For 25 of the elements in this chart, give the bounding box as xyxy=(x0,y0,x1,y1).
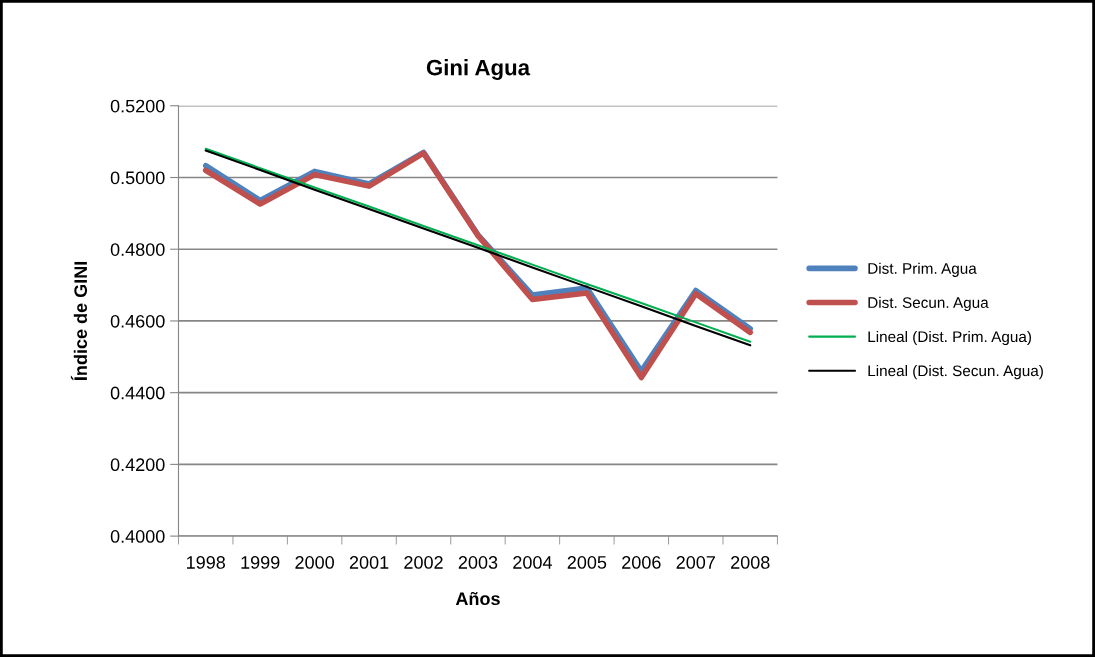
x-axis-title: Años xyxy=(455,591,500,606)
x-tick-label: 2001 xyxy=(349,556,389,569)
y-tick-label: 0.5200 xyxy=(110,99,165,113)
y-tick-label: 0.4800 xyxy=(110,243,165,256)
y-tick-label: 0.4400 xyxy=(110,386,165,400)
y-tick-label: 0.4000 xyxy=(110,530,165,543)
y-tick-label: 0.4200 xyxy=(110,458,165,472)
chart-title: Gini Agua xyxy=(426,59,531,80)
x-tick-label: 2008 xyxy=(731,556,770,569)
legend-label: Lineal (Dist. Prim. Agua) xyxy=(868,330,1031,346)
x-tick-label: 2005 xyxy=(567,556,607,569)
x-tick-label: 2004 xyxy=(513,556,552,569)
legend-label: Dist. Prim. Agua xyxy=(868,262,977,277)
y-axis-title: Índice de GINI xyxy=(70,261,88,381)
x-tick-label: 2006 xyxy=(622,556,661,569)
legend-label: Lineal (Dist. Secun. Agua) xyxy=(868,364,1043,380)
x-tick-label: 2007 xyxy=(676,556,715,569)
x-tick-label: 1999 xyxy=(241,556,280,569)
y-tick-label: 0.5000 xyxy=(110,171,165,185)
x-tick-label: 2003 xyxy=(458,556,498,569)
x-tick-label: 1998 xyxy=(187,556,226,569)
x-tick-label: 2002 xyxy=(404,556,443,569)
legend-label: Dist. Secun. Agua xyxy=(868,296,989,312)
y-tick-label: 0.4600 xyxy=(110,314,165,328)
x-tick-label: 2000 xyxy=(295,556,334,569)
